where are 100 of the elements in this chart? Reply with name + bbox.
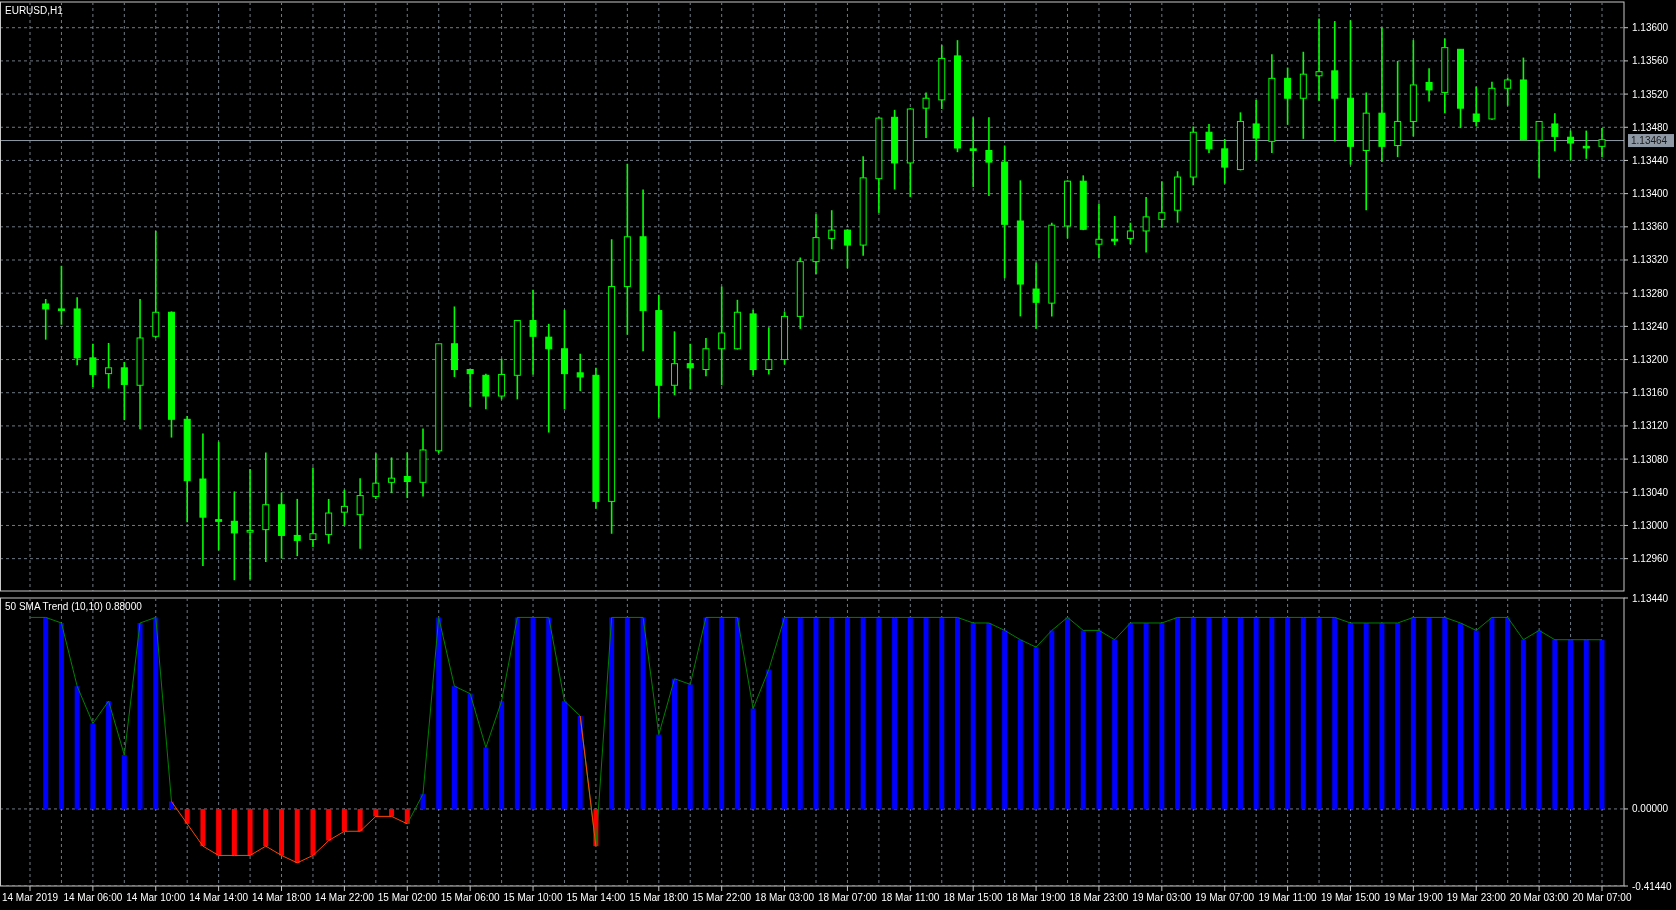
candlestick [482,372,490,411]
bar [1065,617,1071,809]
candlestick [403,451,411,499]
bar [687,684,693,809]
bar [1269,617,1275,809]
x-tick-label: 14 Mar 06:00 [63,892,123,903]
bar [1300,617,1306,809]
candlestick [545,323,553,434]
y-tick-label: 1.13200 [1632,354,1669,366]
bar [326,808,332,841]
bar [341,808,347,832]
bar [1190,617,1196,809]
candlestick [922,91,930,139]
x-tick-label: 18 Mar 11:00 [881,892,940,903]
y-tick-label: 1.13160 [1632,387,1669,399]
bar [703,617,709,809]
candlestick [529,289,537,376]
bar [813,617,819,809]
candlestick [1582,129,1590,160]
bar [1536,630,1542,809]
candlestick [985,116,993,197]
candlestick [215,440,223,552]
bar [624,617,630,809]
x-tick-label: 18 Mar 03:00 [755,892,815,903]
candlestick [1504,76,1512,107]
chart-title: EURUSD,H1 [5,5,64,16]
x-tick-label: 15 Mar 02:00 [377,892,438,903]
bar [1332,617,1338,809]
bar [137,622,143,809]
bar [1033,647,1039,809]
y-tick-label: 1.13120 [1632,420,1669,432]
bar [561,701,567,809]
bar [939,617,945,809]
bar [247,808,253,856]
bar [530,617,536,809]
candlestick [1284,66,1292,126]
candlestick [293,498,301,557]
bar [1316,617,1322,809]
candlestick [1551,112,1559,153]
y-tick-label: 1.13240 [1632,320,1669,332]
bar [1112,639,1118,809]
candlestick [57,265,65,326]
candlestick [89,342,97,388]
bar [1410,617,1416,809]
bar [74,686,80,809]
candlestick [969,116,977,188]
candlestick [1567,129,1575,162]
bar [153,617,159,809]
bar [766,669,772,809]
bar [451,686,457,809]
bar [1206,617,1212,809]
candlestick [42,298,50,341]
candlestick [372,452,380,500]
bar [1379,622,1385,809]
candlestick [120,361,128,421]
candlestick [1472,85,1480,128]
bar [719,617,725,809]
candlestick [356,477,364,550]
bar [860,617,866,809]
bar [656,734,662,809]
y-tick-label: 1.13600 [1632,22,1669,34]
candlestick [325,498,333,545]
y-tick-label: 1.13440 [1632,592,1669,604]
x-tick-label: 19 Mar 07:00 [1195,892,1255,903]
bar [1237,617,1243,809]
y-tick-label: 1.13520 [1632,88,1669,100]
y-tick-label: 1.13360 [1632,221,1669,233]
bar [216,808,222,856]
bar [436,617,442,809]
y-tick-label: 1.13280 [1632,287,1669,299]
bar [892,617,898,809]
bar [546,617,552,809]
bar [499,701,505,809]
bar [184,808,190,824]
x-tick-label: 18 Mar 15:00 [943,892,1004,903]
bar [1568,639,1574,809]
y-tick-label: 1.13480 [1632,121,1669,133]
ref-line-label: 1.13464 [1631,135,1668,147]
bar [279,808,285,856]
bar [1473,630,1479,809]
candlestick [230,490,238,582]
bar [750,708,756,809]
bar [420,794,426,809]
bar [907,617,913,809]
bar [483,747,489,809]
bar [310,808,316,856]
x-tick-label: 18 Mar 23:00 [1069,892,1129,903]
candlestick [309,466,317,548]
bar [43,617,49,809]
x-tick-label: 14 Mar 2019 [1,892,59,903]
candlestick [1032,261,1040,330]
bar [1520,639,1526,809]
candlestick [1205,123,1213,154]
y-tick-label: 1.12960 [1632,553,1669,565]
bar [782,617,788,809]
candlestick [1598,127,1606,158]
bar [200,808,206,847]
bar [734,617,740,809]
bar [1426,617,1432,809]
bar [1363,622,1369,809]
